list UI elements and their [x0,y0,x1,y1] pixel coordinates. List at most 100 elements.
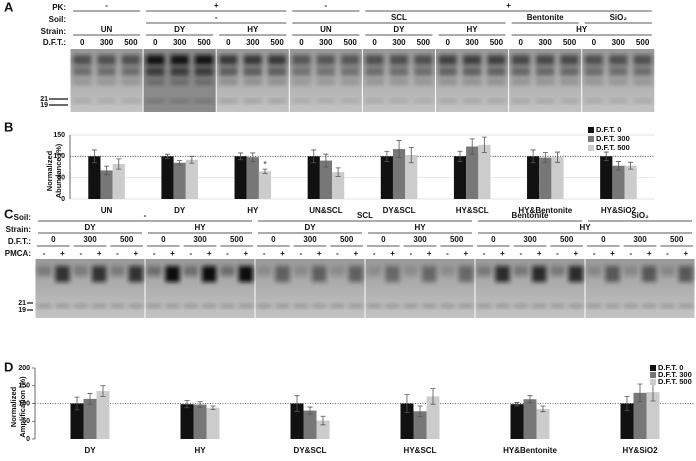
band [348,304,363,308]
band [348,266,363,282]
lane-label: - [593,249,596,258]
lane-label: + [463,249,468,258]
band [121,67,141,76]
band [367,266,382,276]
band [584,79,604,85]
band [293,266,308,276]
header-label: - [105,1,108,10]
lane-label: 500 [417,38,431,47]
lane-label: + [500,249,505,258]
band [550,266,565,276]
band [633,79,652,85]
lane-label: - [263,249,266,258]
bar [413,411,427,439]
band [513,266,528,276]
bar [392,149,406,199]
legend-label: D.F.T. 500 [658,377,692,386]
lane-label: 500 [340,235,354,244]
error-bar [116,158,122,170]
band [462,79,482,85]
lane-label: 500 [636,38,650,47]
band [73,79,92,85]
error-bar [307,406,313,415]
x-tick-label: HY&SiO2 [622,446,658,455]
error-bar [396,140,402,159]
band [220,266,235,276]
band [165,304,180,308]
bar [400,403,414,439]
band [316,55,336,65]
error-bar [384,150,390,162]
band [587,304,602,308]
lane-label: 0 [161,235,166,244]
band [316,67,336,76]
band [365,99,384,103]
panel-label: B [4,119,13,134]
error-bar [430,388,436,405]
band [535,55,555,65]
band [568,266,583,282]
bar [405,155,418,199]
band [462,99,482,103]
bar [453,156,467,199]
band [511,79,530,85]
bar [523,399,537,439]
band [183,304,198,308]
lane-label: + [427,249,432,258]
band [642,266,657,282]
error-bar [527,395,533,404]
error-bar [262,168,268,174]
band [487,55,506,65]
bar [112,164,125,199]
band [438,79,457,85]
error-bar [530,149,536,164]
band [414,67,433,76]
band [110,266,125,276]
y-tick-label: 100 [53,153,65,160]
annotation: * [263,160,267,169]
lane-label: + [353,249,358,258]
band [458,304,473,308]
blot-lane-group [255,259,365,318]
band [92,266,107,282]
x-tick-label: HY&Bentonite [503,446,557,455]
lane-label: - [299,249,302,258]
panel-label: D [4,359,13,374]
band [97,79,116,85]
lane-label: - [373,249,376,258]
lane-label: 300 [612,38,626,47]
band [389,55,409,65]
band [312,304,327,308]
lane-label: 300 [303,235,317,244]
size-marker: 21 [18,300,26,307]
band [170,99,189,103]
lane-label: 300 [392,38,406,47]
band [385,304,400,308]
lane-label: 0 [381,235,386,244]
band [422,266,437,282]
band [403,266,418,276]
band [146,67,165,76]
lane-label: 500 [670,235,684,244]
band [267,67,287,76]
band [316,79,336,85]
bar [612,165,625,199]
band [623,266,638,276]
lane-label: 300 [100,38,114,47]
lane-label: + [573,249,578,258]
blot-lane-group [145,259,255,318]
band [73,55,92,65]
bar [290,403,304,439]
band [560,55,579,65]
header-label: DY [304,223,316,232]
band [55,266,70,282]
band [55,304,70,308]
error-bar [514,402,520,407]
lane-label: 300 [538,38,552,47]
lane-label: 0 [519,38,524,47]
band [438,55,457,65]
header-label: - [215,13,218,22]
bar [319,160,333,199]
band [341,99,360,103]
row-header: Soil: [49,15,66,24]
